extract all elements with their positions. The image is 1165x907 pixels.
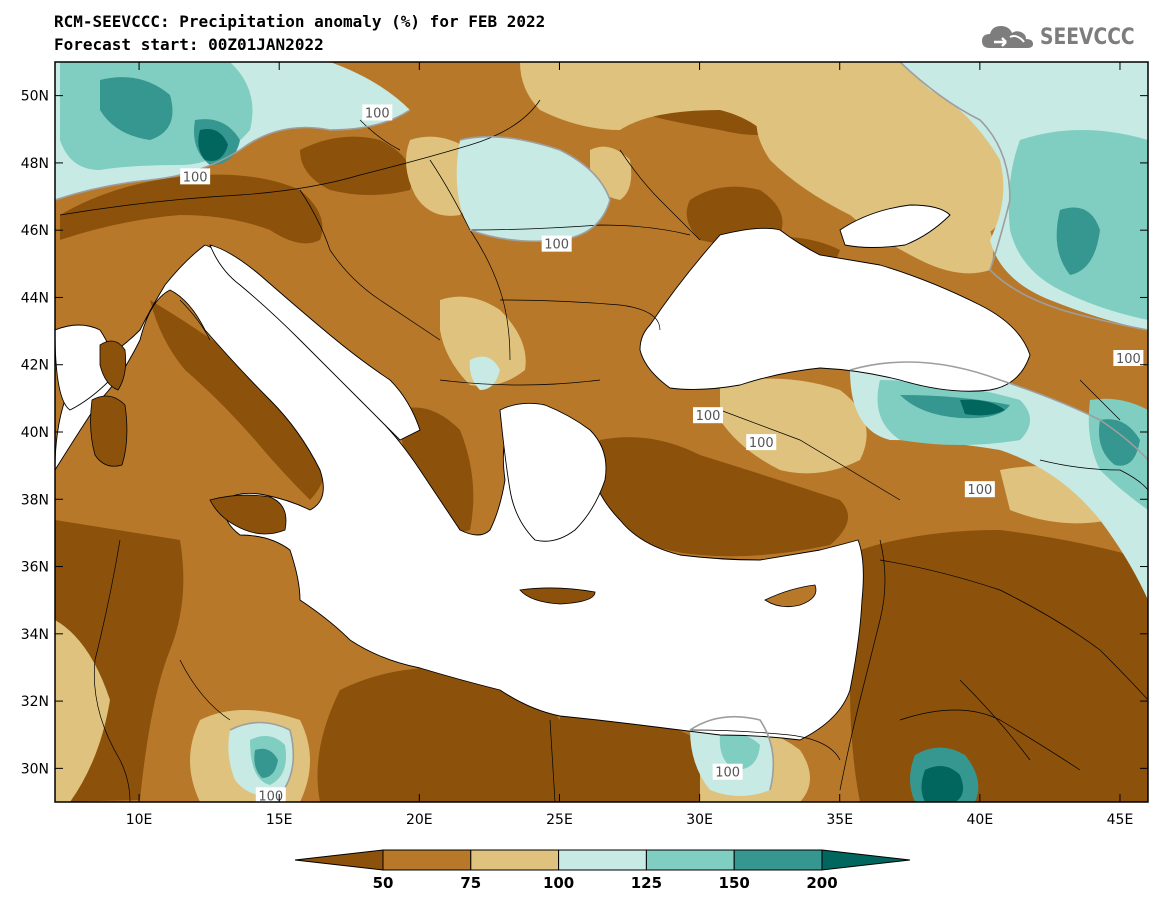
colorbar-swatch — [382, 849, 472, 871]
lat-tick-label: 38N — [21, 492, 49, 508]
brand-logo: SEEVCCC — [980, 22, 1151, 52]
lat-tick-label: 50N — [21, 89, 49, 105]
colorbar-low-arrow — [294, 849, 384, 871]
lat-tick-label: 40N — [21, 425, 49, 441]
lat-tick-label: 44N — [21, 290, 49, 306]
contour-label: 100 — [365, 106, 390, 121]
contour-label-bg — [746, 434, 777, 451]
lon-tick-label: 35E — [826, 812, 853, 828]
contour-label: 100 — [967, 483, 992, 498]
lat-tick-label: 36N — [21, 560, 49, 576]
colorbar-swatch — [470, 849, 560, 871]
colorbar: 50 75 100 125 150 200 — [294, 849, 911, 892]
lat-tick-label: 46N — [21, 223, 49, 239]
colorbar-swatch — [733, 849, 823, 871]
sea-areas — [55, 204, 1031, 741]
contour-label: 100 — [749, 436, 774, 451]
lon-tick-label: 40E — [967, 812, 994, 828]
map-area: 100 100 100 100 100 100 100 100 100 — [55, 62, 1148, 804]
lon-tick-label: 30E — [686, 812, 713, 828]
contour-label: 100 — [258, 789, 283, 804]
contour-label: 100 — [696, 409, 721, 424]
latitude-axis: 30N 32N 34N 36N 38N 40N 42N 44N 46N 48N 50N — [21, 89, 1148, 777]
islands — [90, 340, 817, 608]
colorbar-swatch — [558, 849, 647, 871]
country-borders — [59, 99, 1148, 802]
lat-tick-label: 34N — [21, 627, 49, 643]
contour-label: 100 — [544, 238, 569, 253]
contour-label-bg — [255, 787, 286, 802]
lat-tick-label: 42N — [21, 358, 49, 374]
colorbar-swatch — [645, 849, 735, 871]
longitude-axis: 10E 15E 20E 25E 30E 35E 40E 45E — [126, 62, 1134, 828]
contour-label-bg — [692, 407, 723, 424]
lon-tick-label: 25E — [546, 812, 573, 828]
lon-tick-label: 20E — [406, 812, 433, 828]
colorbar-high-arrow — [821, 849, 911, 871]
contour-label: 100 — [1116, 352, 1141, 367]
extreme-wet-regions — [198, 129, 1005, 802]
contour-lines — [55, 62, 1148, 796]
colorbar-label: 125 — [631, 874, 662, 892]
lat-tick-label: 48N — [21, 156, 49, 172]
contour-label-bg — [180, 168, 211, 185]
contour-label-bg — [964, 481, 995, 498]
colorbar-label: 50 — [373, 874, 394, 892]
contour-labels: 100 100 100 100 100 100 100 100 100 — [180, 104, 1144, 804]
colorbar-label: 75 — [460, 874, 481, 892]
colorbar-label: 200 — [806, 874, 837, 892]
lon-tick-label: 15E — [266, 812, 293, 828]
contour-label: 100 — [715, 766, 740, 781]
brand-name: SEEVCCC — [1039, 24, 1135, 50]
colorbar-label: 150 — [719, 874, 750, 892]
lon-tick-label: 45E — [1107, 812, 1134, 828]
lon-tick-label: 10E — [126, 812, 153, 828]
forecast-start-label: Forecast start: 00Z01JAN2022 — [54, 35, 324, 54]
lat-tick-label: 32N — [21, 694, 49, 710]
contour-label-bg — [541, 235, 572, 252]
contour-label-bg — [1113, 350, 1144, 366]
contour-label-bg — [362, 104, 393, 121]
contour-label: 100 — [183, 170, 208, 185]
lat-tick-label: 30N — [21, 761, 49, 777]
chart-title: RCM-SEEVCCC: Precipitation anomaly (%) f… — [54, 12, 546, 31]
colorbar-label: 100 — [543, 874, 574, 892]
contour-label-bg — [712, 763, 743, 780]
cloud-icon — [981, 26, 1033, 48]
